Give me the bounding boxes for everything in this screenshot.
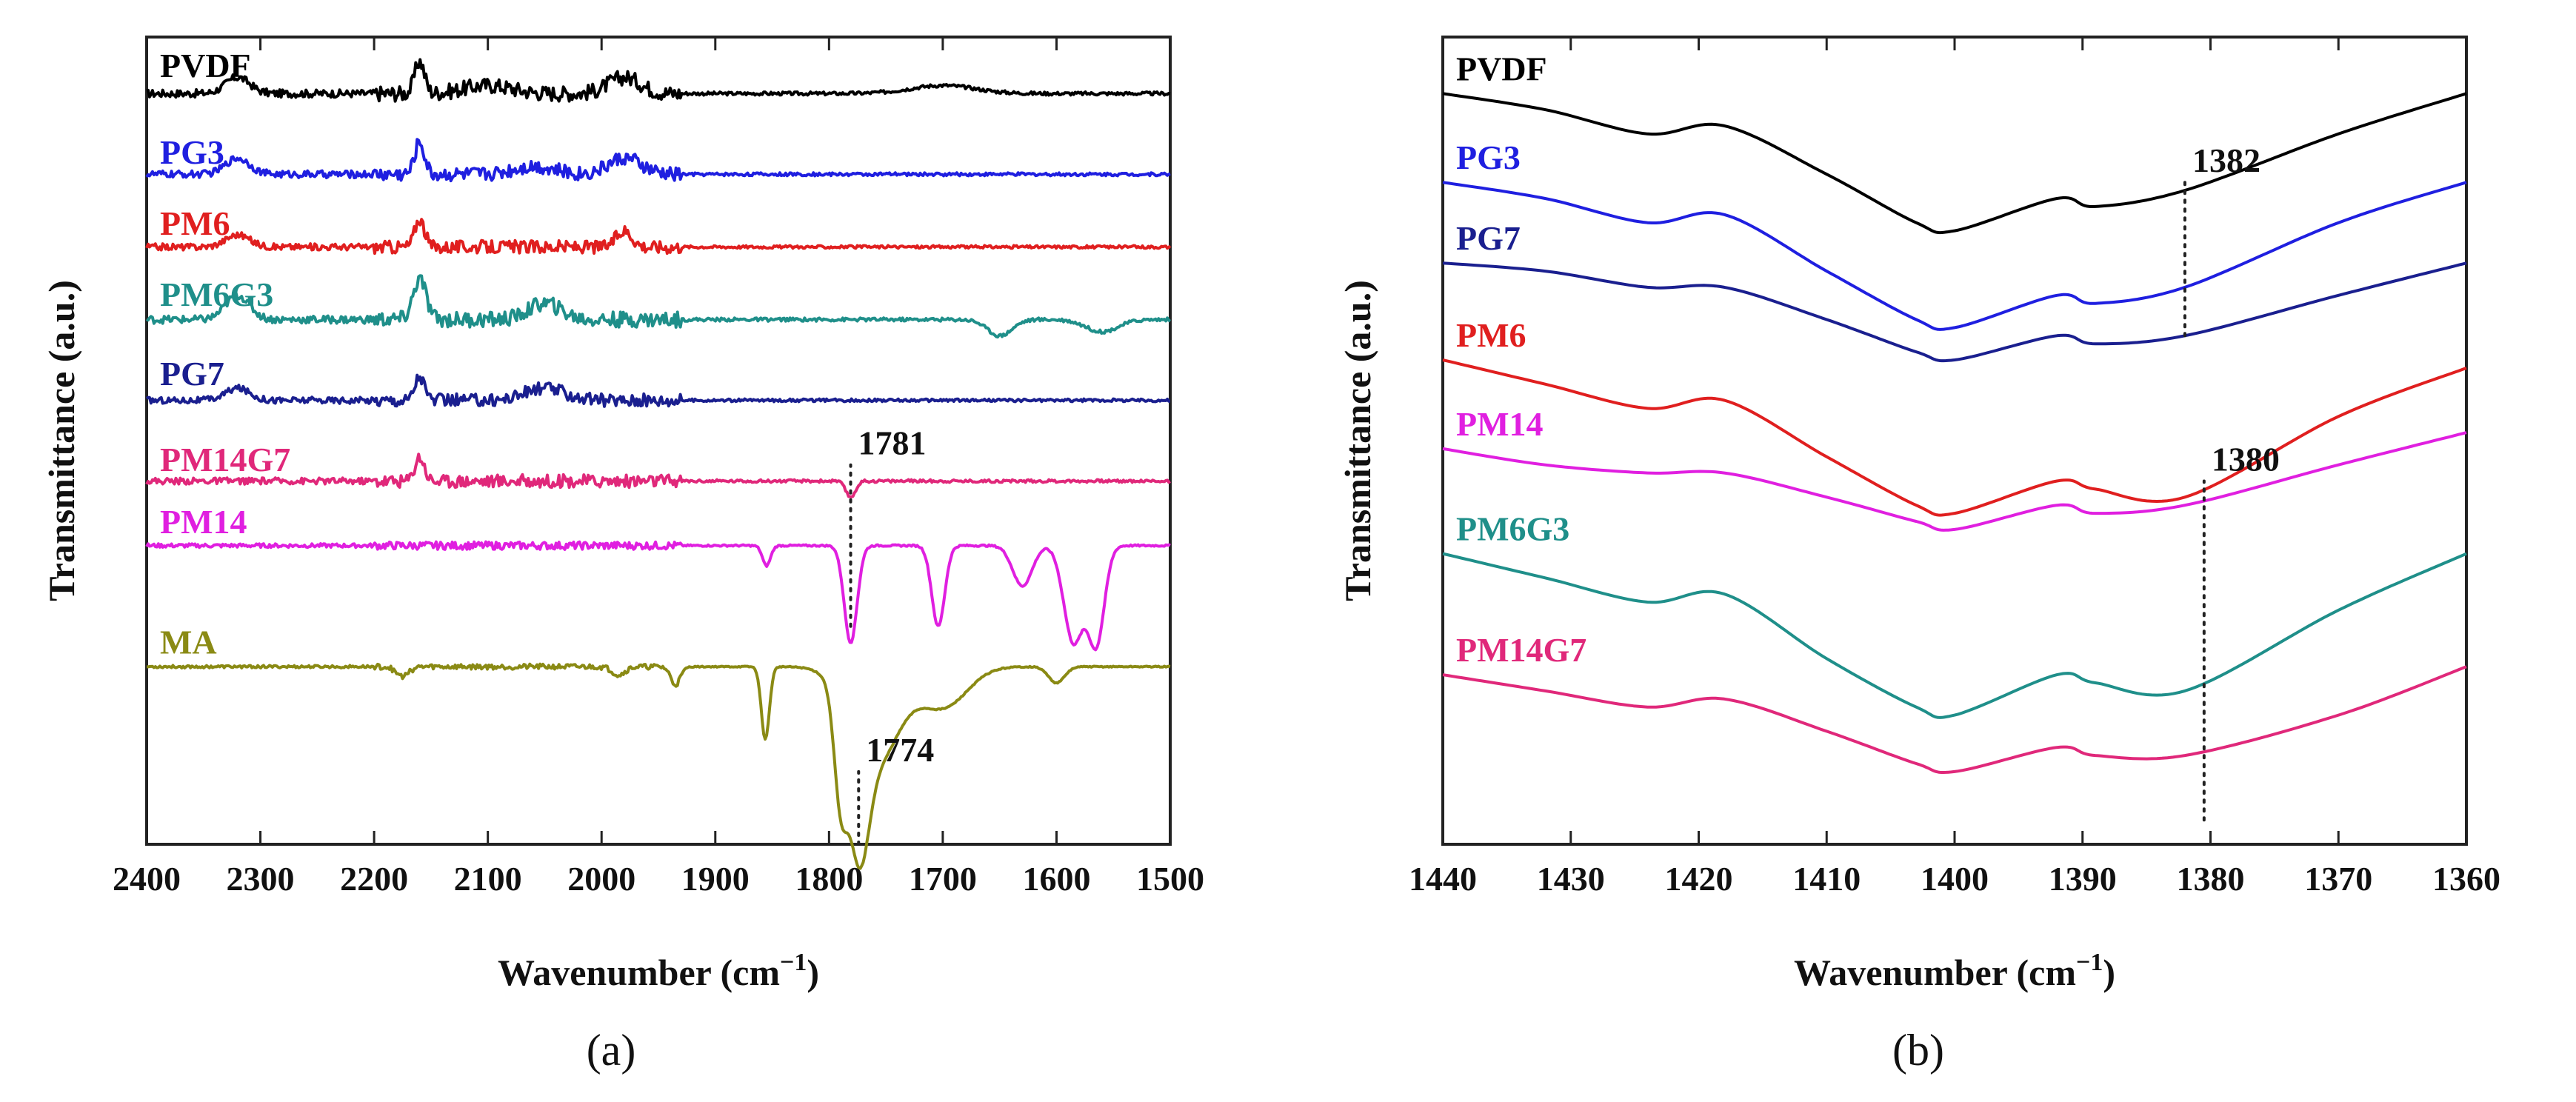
trace-pm14g7 [145, 453, 1171, 498]
trace-ma [147, 662, 1171, 870]
annotations-a: 1781 1774 [849, 424, 934, 846]
trace-pm6 [1442, 358, 2467, 517]
plot-frame-a [145, 36, 1172, 846]
traces-a [145, 58, 1172, 870]
annotations-b: 1382 1380 [2183, 141, 2280, 822]
series-labels-a: PVDF PG3 PM6 PM6G3 PG7 PM14G7 PM14 MA [160, 47, 290, 661]
chart-panel-b: 1440 1430 1420 1410 1400 1390 1380 1370 1360 PVD… [1337, 36, 2500, 1075]
series-label-pm14: PM14 [160, 503, 247, 541]
x-tick-label: 1400 [1921, 860, 1989, 898]
x-axis-label-a-sup: −1 [780, 949, 807, 976]
annotation-1380: 1380 [2212, 441, 2280, 478]
annotation-1382: 1382 [2192, 141, 2260, 179]
series-label-pg3: PG3 [1456, 138, 1521, 176]
series-label-pvdf: PVDF [160, 47, 251, 84]
trace-pm6g3 [1442, 552, 2467, 719]
trace-pvdf [1442, 92, 2467, 235]
x-tick-label: 1440 [1409, 860, 1477, 898]
x-tick-label: 2300 [227, 860, 295, 898]
trace-pm14 [1442, 431, 2467, 532]
x-tick-label: 2000 [567, 860, 635, 898]
panel-a-caption: (a) [587, 1026, 636, 1075]
x-axis-ticks-a: 2400 2300 2200 2100 2000 1900 1800 1700 1600 1500 [113, 37, 1204, 898]
x-axis-label-b: Wavenumber (cm−1) [1794, 949, 2115, 993]
trace-pm14g7 [1442, 665, 2467, 774]
series-labels-b: PVDF PG3 PG7 PM6 PM14 PM6G3 PM14G7 [1456, 50, 1586, 669]
x-axis-label-b-end: ) [2103, 952, 2115, 993]
series-label-pm14: PM14 [1456, 405, 1544, 443]
x-axis-label-b-main: Wavenumber (cm [1794, 952, 2076, 993]
series-label-pg7: PG7 [160, 355, 224, 393]
y-axis-label-a: Transmittance (a.u.) [41, 280, 82, 601]
x-tick-label: 2100 [454, 860, 522, 898]
x-tick-label: 1420 [1665, 860, 1733, 898]
series-label-ma: MA [160, 623, 217, 661]
x-tick-label: 1360 [2432, 860, 2500, 898]
x-tick-label: 1700 [909, 860, 977, 898]
trace-pm14 [145, 540, 1171, 652]
series-label-pm6g3: PM6G3 [160, 276, 273, 313]
trace-pvdf [146, 58, 1171, 103]
x-tick-label: 1410 [1792, 860, 1861, 898]
trace-pg3 [145, 138, 1171, 183]
x-axis-label-a-end: ) [807, 952, 819, 993]
series-label-pm6: PM6 [160, 204, 230, 242]
x-axis-label-b-sup: −1 [2076, 949, 2103, 976]
x-tick-label: 2400 [113, 860, 181, 898]
trace-pg7 [1442, 261, 2467, 363]
trace-pg7 [145, 373, 1170, 408]
annotation-1774: 1774 [866, 731, 934, 769]
x-tick-label: 1430 [1537, 860, 1605, 898]
series-label-pm14g7: PM14G7 [1456, 631, 1586, 669]
series-label-pm6g3: PM6G3 [1456, 510, 1569, 548]
x-tick-label: 1600 [1022, 860, 1090, 898]
panel-b-caption: (b) [1892, 1026, 1944, 1075]
traces-b [1442, 92, 2467, 774]
x-tick-label: 1380 [2177, 860, 2245, 898]
trace-pm6 [145, 218, 1172, 256]
trace-pm6g3 [145, 274, 1172, 339]
series-label-pm6: PM6 [1456, 316, 1526, 354]
trace-pg3 [1442, 181, 2467, 331]
series-label-pg7: PG7 [1456, 219, 1521, 257]
x-tick-label: 1800 [795, 860, 863, 898]
x-axis-ticks-b: 1440 1430 1420 1410 1400 1390 1380 1370 1360 [1409, 37, 2500, 898]
x-axis-label-a: Wavenumber (cm−1) [498, 949, 819, 993]
x-tick-label: 1390 [2049, 860, 2117, 898]
series-label-pm14g7: PM14G7 [160, 441, 290, 478]
series-label-pvdf: PVDF [1456, 50, 1547, 87]
x-tick-label: 2200 [340, 860, 408, 898]
y-axis-label-b: Transmittance (a.u.) [1337, 280, 1378, 601]
x-tick-label: 1500 [1136, 860, 1204, 898]
x-tick-label: 1370 [2304, 860, 2372, 898]
x-axis-label-a-main: Wavenumber (cm [498, 952, 780, 993]
x-tick-label: 1900 [681, 860, 750, 898]
series-label-pg3: PG3 [160, 133, 224, 171]
annotation-1781: 1781 [858, 424, 927, 462]
chart-panel-a: 2400 2300 2200 2100 2000 1900 1800 1700 1600 1500… [41, 36, 1204, 1075]
